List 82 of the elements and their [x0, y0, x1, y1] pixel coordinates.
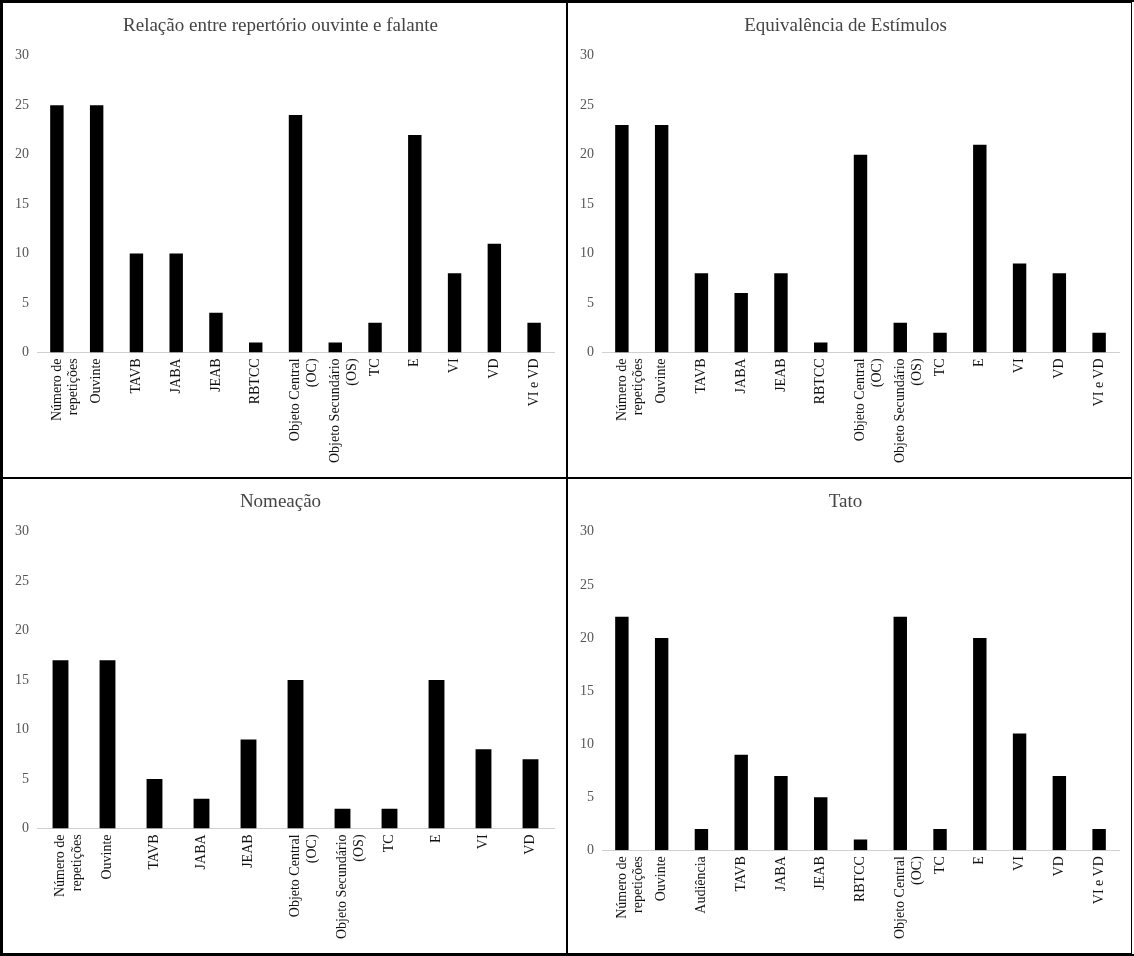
x-tick-label: Objeto Central (OC) [852, 358, 885, 442]
x-tick-label: VD [522, 834, 538, 855]
x-tick-label: E [406, 358, 422, 367]
y-tick-label: 30 [15, 523, 29, 539]
x-tick-label: Objeto Central (OC) [891, 855, 925, 939]
x-tick-label: TAVB [146, 834, 162, 870]
x-tick-label: VD [486, 358, 502, 379]
y-tick-label: 10 [580, 245, 594, 261]
chart-title: Nomeação [239, 490, 322, 512]
x-tick-label: VI e VD [1090, 358, 1106, 407]
y-tick-label: 15 [15, 195, 29, 211]
y-tick-label: 0 [22, 820, 29, 836]
x-tick-label: JEAB [240, 834, 256, 868]
x-tick-label: Objeto Secundário (OS) [326, 358, 360, 464]
x-tick-label: RBTCC [852, 856, 868, 903]
x-tick-label: E [971, 856, 987, 865]
x-tick-label: VI [1011, 358, 1027, 374]
x-tick-label: TC [931, 358, 947, 377]
x-tick-label: VI [1011, 855, 1027, 871]
x-tick-label: JABA [732, 357, 748, 394]
x-tick-label: JABA [193, 833, 209, 870]
y-tick-label: 15 [580, 195, 594, 211]
x-tick-label: TC [381, 834, 397, 853]
x-tick-label: TC [931, 856, 947, 875]
y-tick-label: 20 [580, 629, 594, 645]
y-tick-label: 5 [22, 770, 29, 786]
x-tick-label: TC [366, 358, 382, 377]
x-tick-label: Número de repetições [613, 856, 646, 919]
y-tick-label: 0 [22, 344, 29, 360]
chart-title: Equivalência de Estímulos [744, 14, 947, 36]
x-tick-label: TAVB [128, 358, 144, 394]
x-tick-label: TAVB [732, 856, 748, 892]
x-tick-label: JABA [772, 855, 788, 892]
y-tick-label: 5 [22, 294, 29, 310]
chart-title: Relação entre repertório ouvinte e falante [123, 14, 438, 36]
y-tick-label: 30 [15, 47, 29, 63]
x-tick-label: VI [475, 834, 491, 850]
y-tick-label: 0 [587, 841, 594, 857]
x-tick-label: Ouvinte [653, 856, 669, 902]
chart-title: Tato [828, 490, 863, 512]
x-tick-label: JABA [167, 357, 183, 394]
x-tick-label: E [971, 358, 987, 367]
x-tick-label: Objeto Central (OC) [287, 834, 320, 918]
x-tick-label: RBTCC [247, 358, 263, 405]
x-tick-label: Ouvinte [99, 834, 115, 880]
y-tick-label: 25 [580, 96, 594, 112]
x-tick-label: VD [1051, 358, 1067, 379]
y-tick-label: 10 [15, 245, 29, 261]
x-tick-label: JEAB [812, 856, 828, 890]
x-tick-label: JEAB [772, 358, 788, 392]
x-tick-label: VD [1051, 856, 1067, 877]
x-tick-label: Audiência [693, 855, 709, 914]
y-tick-label: 20 [15, 146, 29, 162]
y-tick-label: 5 [587, 788, 594, 804]
x-tick-label: Número de repetições [48, 358, 81, 422]
y-tick-label: 30 [580, 523, 594, 539]
x-tick-label: E [428, 834, 444, 843]
x-tick-label: Objeto Secundário (OS) [334, 834, 367, 940]
y-tick-label: 25 [15, 96, 29, 112]
y-tick-label: 15 [15, 671, 29, 687]
x-tick-label: Ouvinte [88, 358, 104, 404]
x-tick-label: VI e VD [525, 358, 541, 407]
x-tick-label: RBTCC [812, 358, 828, 405]
y-tick-label: 10 [15, 721, 29, 737]
x-tick-label: Número de repetições [613, 358, 646, 422]
x-tick-label: VI [446, 358, 462, 374]
y-tick-label: 0 [587, 344, 594, 360]
y-tick-label: 25 [580, 576, 594, 592]
y-tick-label: 30 [580, 47, 594, 63]
y-tick-label: 20 [15, 622, 29, 638]
y-tick-label: 5 [587, 294, 594, 310]
x-tick-label: Ouvinte [653, 358, 669, 404]
x-tick-label: Objeto Secundário (OS) [891, 358, 925, 464]
x-tick-label: VI e VD [1090, 856, 1106, 905]
x-tick-label: TAVB [693, 358, 709, 394]
x-tick-label: Número de repetições [52, 834, 84, 898]
y-tick-label: 20 [580, 146, 594, 162]
x-tick-label: Objeto Central (OC) [287, 358, 320, 442]
y-tick-label: 10 [580, 735, 594, 751]
x-tick-label: JEAB [207, 358, 223, 392]
y-tick-label: 15 [580, 682, 594, 698]
y-tick-label: 25 [15, 572, 29, 588]
